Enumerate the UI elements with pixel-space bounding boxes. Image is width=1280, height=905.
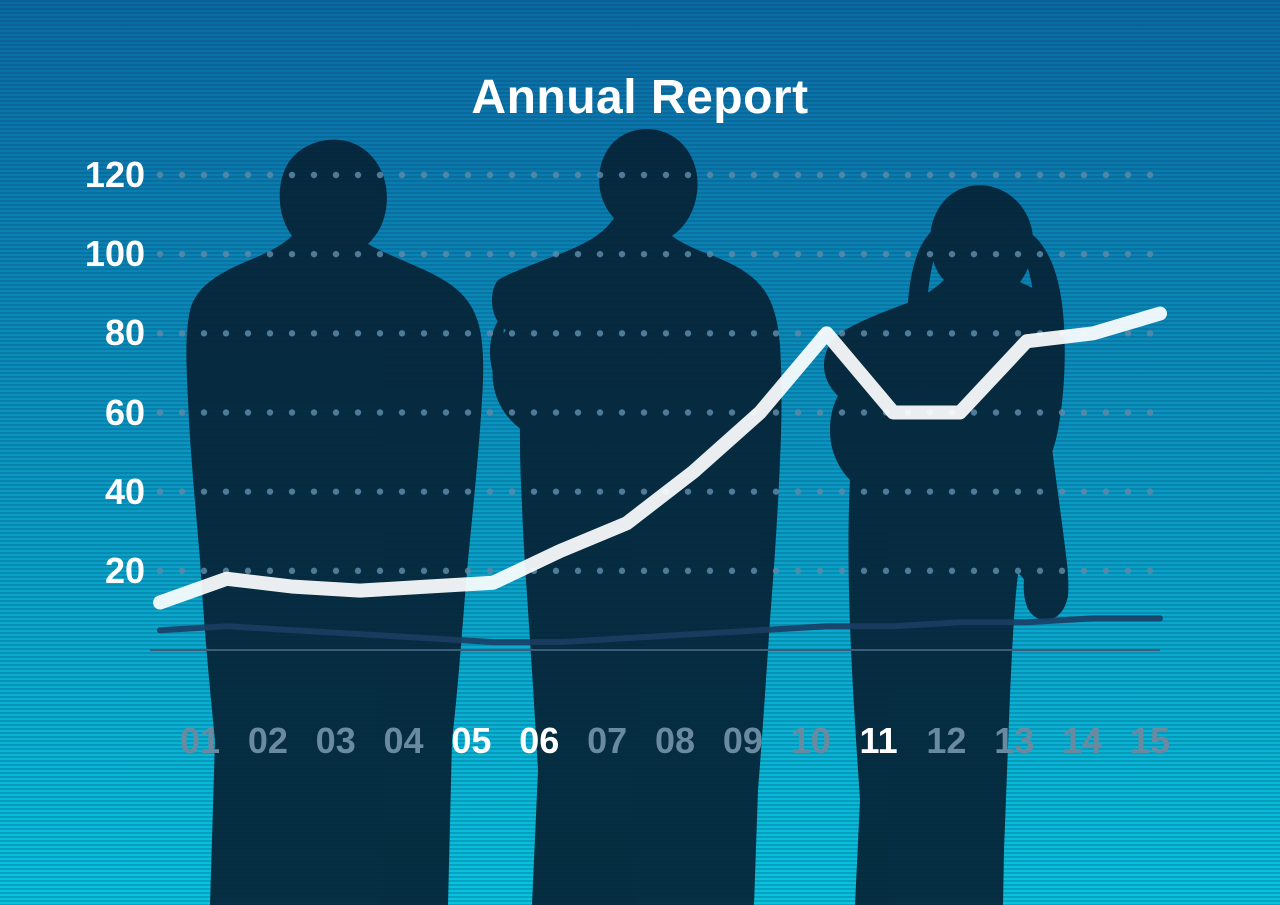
x-tick-label: 03: [316, 720, 356, 762]
x-tick-label: 05: [451, 720, 491, 762]
x-tick-label: 09: [723, 720, 763, 762]
x-tick-label: 04: [384, 720, 424, 762]
x-tick-label: 15: [1130, 720, 1170, 762]
stage: Annual Report 20406080100120 01020304050…: [0, 0, 1280, 905]
x-axis-labels: 01 02 03 04 05 06 07 08 09 10 11 12 13 14 15: [0, 0, 1280, 905]
x-tick-label: 12: [926, 720, 966, 762]
x-tick-label: 10: [791, 720, 831, 762]
x-tick-label: 13: [994, 720, 1034, 762]
x-tick-label: 07: [587, 720, 627, 762]
x-tick-label: 02: [248, 720, 288, 762]
x-tick-label: 14: [1062, 720, 1102, 762]
x-tick-label: 11: [860, 720, 898, 762]
x-tick-label: 01: [180, 720, 220, 762]
x-tick-label: 06: [519, 720, 559, 762]
x-tick-label: 08: [655, 720, 695, 762]
